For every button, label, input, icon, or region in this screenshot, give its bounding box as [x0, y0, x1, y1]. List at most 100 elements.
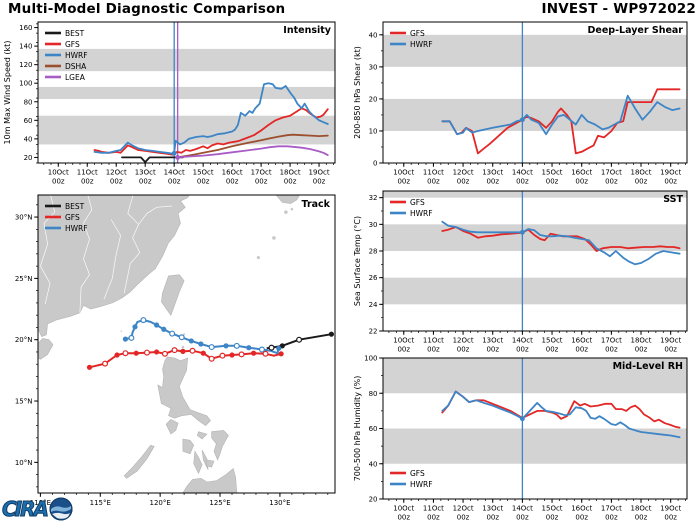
svg-text:10Oct: 10Oct [393, 337, 414, 345]
svg-text:14Oct: 14Oct [512, 169, 533, 177]
svg-text:00z: 00z [226, 178, 239, 186]
svg-text:BEST: BEST [65, 29, 85, 38]
svg-text:00z: 00z [486, 346, 499, 354]
svg-text:25°N: 25°N [15, 275, 33, 283]
svg-text:18Oct: 18Oct [631, 505, 652, 513]
svg-text:12Oct: 12Oct [453, 169, 474, 177]
svg-text:10Oct: 10Oct [393, 505, 414, 513]
svg-text:00z: 00z [605, 514, 618, 522]
svg-text:30°N: 30°N [15, 214, 33, 222]
svg-text:HWRF: HWRF [410, 480, 433, 489]
svg-text:HWRF: HWRF [65, 224, 88, 233]
svg-text:00z: 00z [664, 178, 677, 186]
svg-text:11Oct: 11Oct [423, 337, 444, 345]
svg-text:00z: 00z [427, 178, 440, 186]
svg-text:00z: 00z [516, 178, 529, 186]
sst-panel: 10Oct 00z 11Oct 00z 12Oct 00z 13Oct 00z 14Oct 00z… [350, 185, 700, 355]
svg-text:12Oct: 12Oct [453, 337, 474, 345]
svg-text:10°N: 10°N [15, 459, 33, 467]
intensity-panel: 10Oct 00z 11Oct 00z 12Oct 00z 13Oct 00z 14Oct 00z… [0, 0, 350, 185]
svg-text:LGEA: LGEA [65, 73, 86, 82]
svg-text:GFS: GFS [410, 469, 425, 478]
svg-text:HWRF: HWRF [410, 209, 433, 218]
storm-id-title: INVEST - WP972022 [541, 1, 696, 17]
cira-logo-text: CIRA [2, 497, 50, 521]
svg-text:00z: 00z [427, 514, 440, 522]
svg-text:00z: 00z [635, 178, 648, 186]
svg-text:00z: 00z [635, 514, 648, 522]
svg-text:00z: 00z [516, 346, 529, 354]
svg-text:18Oct: 18Oct [631, 337, 652, 345]
svg-text:00z: 00z [457, 346, 470, 354]
svg-text:12Oct: 12Oct [453, 505, 474, 513]
svg-text:00z: 00z [397, 178, 410, 186]
svg-text:00z: 00z [397, 346, 410, 354]
svg-text:00z: 00z [605, 346, 618, 354]
svg-text:16Oct: 16Oct [571, 505, 592, 513]
svg-text:32: 32 [369, 194, 378, 202]
svg-text:100: 100 [364, 355, 377, 363]
svg-text:130°E: 130°E [269, 499, 290, 507]
svg-text:GFS: GFS [410, 198, 425, 207]
svg-text:110°E: 110°E [30, 499, 51, 507]
shear-panel: 10Oct 00z 11Oct 00z 12Oct 00z 13Oct 00z 14Oct 00z… [350, 0, 700, 185]
svg-text:120°E: 120°E [150, 499, 171, 507]
svg-text:20: 20 [24, 154, 33, 162]
svg-text:SST: SST [663, 194, 683, 205]
svg-text:80: 80 [24, 98, 33, 106]
svg-text:00z: 00z [486, 514, 499, 522]
svg-text:17Oct: 17Oct [601, 505, 622, 513]
svg-text:11Oct: 11Oct [423, 169, 444, 177]
svg-text:00z: 00z [81, 178, 94, 186]
svg-text:00z: 00z [546, 346, 559, 354]
svg-text:BEST: BEST [65, 202, 85, 211]
svg-text:24: 24 [369, 301, 378, 309]
svg-text:15Oct: 15Oct [193, 169, 214, 177]
svg-text:10Oct: 10Oct [393, 169, 414, 177]
svg-text:00z: 00z [664, 514, 677, 522]
svg-text:Mid-Level RH: Mid-Level RH [613, 361, 683, 372]
svg-text:16Oct: 16Oct [571, 337, 592, 345]
svg-text:10Oct: 10Oct [48, 169, 69, 177]
svg-text:115°E: 115°E [90, 499, 111, 507]
svg-text:00z: 00z [575, 178, 588, 186]
svg-text:00z: 00z [457, 178, 470, 186]
svg-text:15°N: 15°N [15, 398, 33, 406]
svg-text:00z: 00z [397, 514, 410, 522]
svg-text:20: 20 [369, 95, 378, 103]
cira-logo: CIRA [2, 497, 73, 521]
svg-text:17Oct: 17Oct [601, 169, 622, 177]
svg-text:40: 40 [24, 135, 33, 143]
svg-text:00z: 00z [664, 346, 677, 354]
svg-text:00z: 00z [546, 178, 559, 186]
svg-text:00z: 00z [575, 514, 588, 522]
svg-text:700-500 hPa Humidity (%): 700-500 hPa Humidity (%) [353, 376, 362, 482]
svg-text:30: 30 [369, 63, 378, 71]
svg-text:13Oct: 13Oct [482, 337, 503, 345]
svg-text:00z: 00z [605, 178, 618, 186]
svg-text:11Oct: 11Oct [77, 169, 98, 177]
svg-text:12Oct: 12Oct [106, 169, 127, 177]
svg-text:19Oct: 19Oct [660, 505, 681, 513]
svg-text:14Oct: 14Oct [164, 169, 185, 177]
svg-text:00z: 00z [546, 514, 559, 522]
svg-text:40: 40 [369, 31, 378, 39]
track-map-panel: 110°E 115°E 120°E 125°E 130°E 10°N 15°N 20°N 25°… [0, 185, 350, 525]
svg-text:00z: 00z [139, 178, 152, 186]
svg-text:22: 22 [369, 328, 378, 336]
svg-text:GFS: GFS [65, 40, 80, 49]
svg-text:00z: 00z [635, 346, 648, 354]
svg-text:GFS: GFS [410, 29, 425, 38]
svg-text:125°E: 125°E [209, 499, 230, 507]
svg-text:80: 80 [369, 390, 378, 398]
svg-text:15Oct: 15Oct [542, 337, 563, 345]
svg-text:20°N: 20°N [15, 336, 33, 344]
svg-text:00z: 00z [575, 346, 588, 354]
svg-text:30: 30 [369, 221, 378, 229]
rh-panel: 10Oct 00z 11Oct 00z 12Oct 00z 13Oct 00z 14Oct 00z… [350, 355, 700, 525]
svg-text:00z: 00z [313, 178, 326, 186]
svg-text:15Oct: 15Oct [542, 505, 563, 513]
svg-text:60: 60 [24, 117, 33, 125]
svg-text:Sea Surface Temp (°C): Sea Surface Temp (°C) [353, 216, 362, 306]
svg-text:160: 160 [19, 24, 32, 32]
